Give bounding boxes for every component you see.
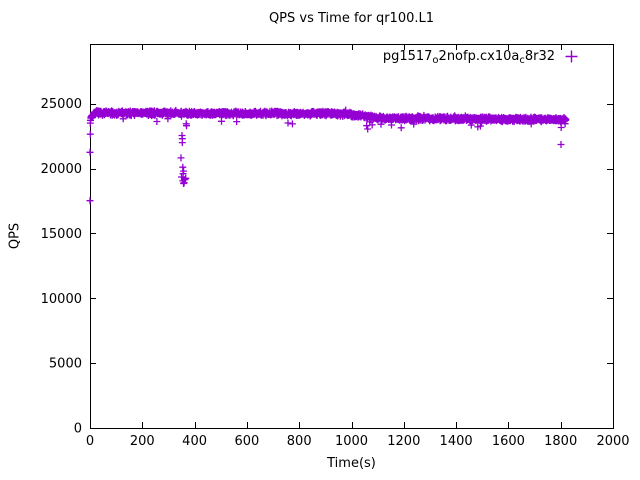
plot-border	[90, 44, 614, 429]
x-tick-label: 400	[182, 434, 207, 449]
x-axis-label: Time(s)	[327, 456, 376, 471]
y-tick-label: 10000	[41, 292, 82, 307]
legend-series-label: pg1517o2nofp.cx10ac8r32	[383, 48, 555, 66]
legend-plus-marker-icon	[565, 50, 578, 63]
legend: pg1517o2nofp.cx10ac8r32	[383, 48, 578, 66]
x-tick-label: 2000	[596, 434, 629, 449]
x-tick-label: 1400	[440, 434, 473, 449]
legend-label-subscript: o	[432, 54, 439, 66]
x-tick-label: 1800	[544, 434, 577, 449]
x-tick-label: 1600	[492, 434, 525, 449]
x-tick-label: 1000	[335, 434, 368, 449]
chart-title: QPS vs Time for qr100.L1	[268, 11, 435, 26]
x-tick-label: 1200	[387, 434, 420, 449]
legend-label-text: 2nofp.cx10a	[438, 48, 520, 64]
x-tick-label: 200	[130, 434, 155, 449]
y-tick-label: 25000	[41, 97, 82, 112]
y-tick-label: 0	[74, 422, 82, 437]
y-tick-label: 15000	[41, 227, 82, 242]
legend-label-subscript: c	[519, 54, 525, 66]
x-tick-label: 600	[234, 434, 259, 449]
x-tick-label: 800	[287, 434, 312, 449]
legend-label-text: 8r32	[524, 48, 555, 64]
y-tick-label: 5000	[49, 357, 82, 372]
legend-label-text: pg1517	[382, 48, 433, 64]
x-tick-label: 0	[86, 434, 94, 449]
series-points	[86, 106, 570, 205]
y-tick-label: 20000	[41, 162, 82, 177]
